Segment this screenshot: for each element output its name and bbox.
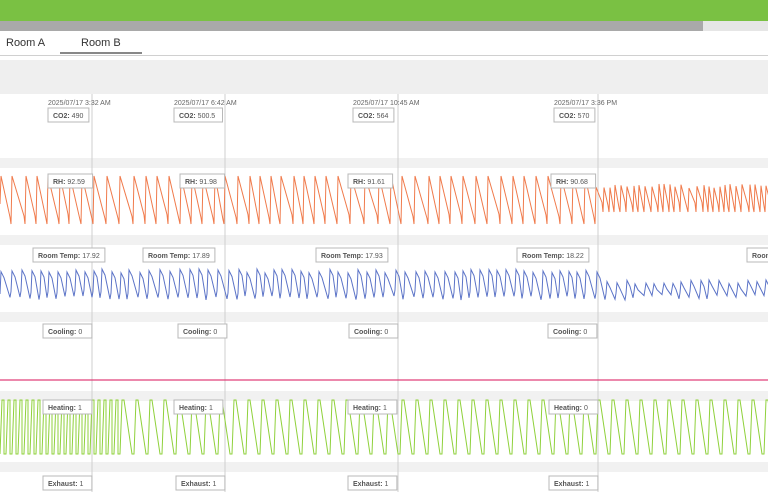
tooltip-text: RH: 90.68 — [556, 179, 588, 186]
tooltip-box — [177, 323, 228, 339]
tooltip-box — [42, 475, 93, 491]
value-tooltip: Cooling: 0 — [547, 323, 598, 339]
tooltip-box — [42, 399, 93, 415]
value-tooltip: Heating: 1 — [42, 399, 93, 415]
tooltip-box — [516, 247, 590, 263]
timestamp-label: 2025/07/17 3:32 AM — [48, 100, 111, 107]
tooltip-text: Room Temp: 17.92 — [38, 253, 100, 260]
tooltip-text: Cooling: 0 — [183, 329, 217, 336]
value-tooltip: Heating: 0 — [548, 399, 599, 415]
rh-series-line — [0, 175, 768, 225]
value-tooltip: Cooling: 0 — [348, 323, 399, 339]
scrollbar-thumb[interactable] — [0, 21, 703, 31]
band-separator — [0, 158, 768, 168]
timestamp-label: 2025/07/17 3:36 PM — [554, 100, 617, 107]
tooltip-box — [347, 475, 398, 491]
band-separator — [0, 462, 768, 472]
tooltip-box — [746, 247, 768, 263]
tooltip-text: Cooling: 0 — [48, 329, 82, 336]
tooltip-text: Room Temp — [752, 253, 768, 260]
tab-room-a[interactable]: Room A — [6, 37, 46, 49]
band-separator — [0, 235, 768, 245]
top-banner — [0, 0, 768, 21]
tooltip-box — [32, 247, 106, 263]
value-tooltip: RH: 92.59 — [47, 173, 94, 189]
value-tooltip: Exhaust: 1 — [175, 475, 226, 491]
value-tooltip: CO2: 564 — [352, 107, 395, 123]
tooltip-text: CO2: 564 — [358, 113, 388, 120]
tooltip-text: Room Temp: 18.22 — [522, 253, 584, 260]
tooltip-text: Room Temp: 17.89 — [148, 253, 210, 260]
value-tooltip: Exhaust: 1 — [347, 475, 398, 491]
band-separator — [0, 312, 768, 322]
tab-room-b[interactable]: Room B — [60, 37, 142, 54]
tooltip-box — [347, 173, 394, 189]
chart-toolbar — [0, 60, 768, 94]
value-tooltip: Room Temp: 17.92 — [32, 247, 106, 263]
tooltip-text: Heating: 1 — [179, 405, 213, 412]
tooltip-text: Heating: 1 — [48, 405, 82, 412]
timestamp-label: 2025/07/17 6:42 AM — [174, 100, 237, 107]
sensor-timeline-chart[interactable]: 2025/07/17 3:32 AM 2025/07/17 6:42 AM 2025… — [0, 94, 768, 492]
tooltip-box — [142, 247, 216, 263]
value-tooltip: CO2: 490 — [47, 107, 90, 123]
value-tooltip: Room Temp: 18.22 — [516, 247, 590, 263]
value-tooltip: Heating: 1 — [173, 399, 224, 415]
tooltip-box — [548, 475, 599, 491]
value-tooltip: RH: 91.98 — [179, 173, 226, 189]
tooltip-box — [173, 107, 223, 123]
value-tooltip: RH: 91.61 — [347, 173, 394, 189]
value-tooltip: Room Temp — [746, 247, 768, 263]
tooltip-text: Exhaust: 1 — [554, 481, 590, 488]
tooltip-box — [42, 323, 93, 339]
band-separator — [0, 391, 768, 401]
tooltip-text: Room Temp: 17.93 — [321, 253, 383, 260]
heating-series-line — [0, 399, 768, 455]
tooltip-text: Exhaust: 1 — [48, 481, 84, 488]
tooltip-box — [547, 323, 598, 339]
value-tooltip: Room Temp: 17.89 — [142, 247, 216, 263]
timestamp-label: 2025/07/17 10:45 AM — [353, 100, 420, 107]
tooltip-text: Exhaust: 1 — [353, 481, 389, 488]
tooltip-box — [47, 107, 90, 123]
tooltip-text: CO2: 490 — [53, 113, 83, 120]
tooltip-box — [548, 399, 599, 415]
tooltip-box — [315, 247, 389, 263]
tooltip-text: RH: 91.98 — [185, 179, 217, 186]
tooltip-text: Cooling: 0 — [553, 329, 587, 336]
tooltip-box — [173, 399, 224, 415]
value-tooltip: RH: 90.68 — [550, 173, 597, 189]
tooltip-box — [347, 399, 398, 415]
tooltip-text: Heating: 1 — [353, 405, 387, 412]
tooltip-text: RH: 91.61 — [353, 179, 385, 186]
value-tooltip: Room Temp: 17.93 — [315, 247, 389, 263]
tooltip-box — [352, 107, 395, 123]
tooltip-text: CO2: 570 — [559, 113, 589, 120]
tooltip-box — [553, 107, 596, 123]
tooltip-box — [348, 323, 399, 339]
tooltip-text: Cooling: 0 — [354, 329, 388, 336]
value-tooltip: Heating: 1 — [347, 399, 398, 415]
tooltip-box — [179, 173, 226, 189]
value-tooltip: Cooling: 0 — [42, 323, 93, 339]
value-tooltip: CO2: 570 — [553, 107, 596, 123]
value-tooltip: Exhaust: 1 — [548, 475, 599, 491]
value-tooltip: CO2: 500.5 — [173, 107, 223, 123]
tooltip-text: Heating: 0 — [554, 405, 588, 412]
tooltip-text: CO2: 500.5 — [179, 113, 215, 120]
tooltip-box — [550, 173, 597, 189]
room-temp-series-line — [0, 267, 768, 302]
tooltip-box — [47, 173, 94, 189]
value-tooltip: Cooling: 0 — [177, 323, 228, 339]
tooltip-text: RH: 92.59 — [53, 179, 85, 186]
tooltip-box — [175, 475, 226, 491]
room-tabs: Room A Room B — [0, 31, 768, 56]
tooltip-text: Exhaust: 1 — [181, 481, 217, 488]
value-tooltip: Exhaust: 1 — [42, 475, 93, 491]
